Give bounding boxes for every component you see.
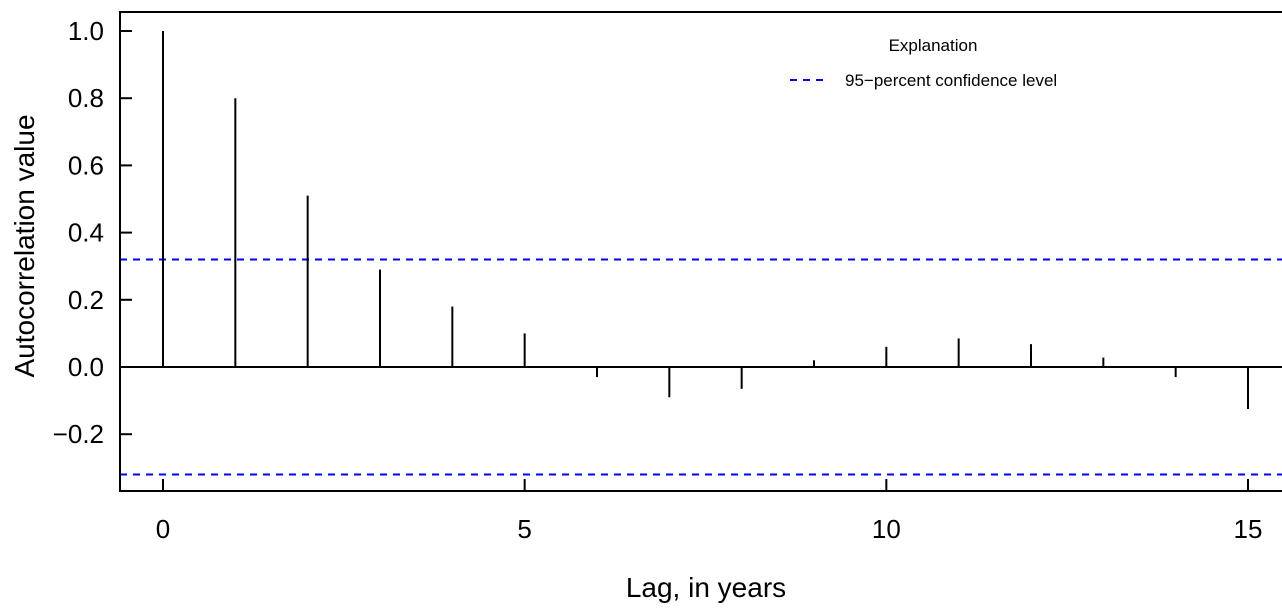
x-tick-label-5: 5 — [517, 514, 531, 544]
y-tick-label-4: 0.6 — [68, 150, 104, 180]
y-tick-label-3: 0.4 — [68, 218, 104, 248]
x-tick-label-15: 15 — [1234, 514, 1263, 544]
x-axis-title: Lag, in years — [626, 572, 786, 603]
x-tick-label-10: 10 — [872, 514, 901, 544]
y-tick-label-0: −0.2 — [53, 419, 104, 449]
y-tick-label-5: 0.8 — [68, 83, 104, 113]
y-tick-label-6: 1.0 — [68, 16, 104, 46]
legend: Explanation 95−percent confidence level — [790, 36, 1057, 90]
plot-area — [120, 31, 1282, 476]
legend-title: Explanation — [889, 36, 978, 55]
y-tick-label-2: 0.2 — [68, 285, 104, 315]
x-tick-label-0: 0 — [156, 514, 170, 544]
legend-confidence-label: 95−percent confidence level — [845, 71, 1057, 90]
y-tick-label-1: 0.0 — [68, 352, 104, 382]
y-axis-title: Autocorrelation value — [9, 114, 40, 377]
plot-frame — [119, 11, 1282, 492]
axes: 0 5 10 15 −0.2 0.0 0.2 0.4 0.6 0.8 1.0 — [53, 11, 1282, 544]
